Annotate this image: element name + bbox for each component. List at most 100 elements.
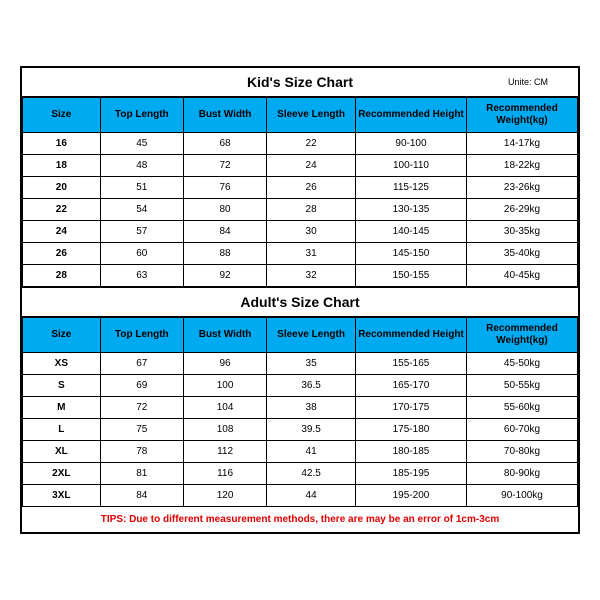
table-cell: 75 (100, 419, 183, 441)
unite-label: Unite: CM (508, 77, 548, 87)
table-cell: 26 (267, 177, 356, 199)
col-rec-weight: Recommended Weight(kg) (466, 318, 577, 353)
col-sleeve-length: Sleeve Length (267, 98, 356, 133)
table-cell: 45 (100, 133, 183, 155)
table-cell: 14-17kg (466, 133, 577, 155)
table-cell: 78 (100, 441, 183, 463)
table-cell: 51 (100, 177, 183, 199)
table-row: S6910036.5165-17050-55kg (23, 375, 578, 397)
table-cell: 44 (267, 485, 356, 507)
tips-text: TIPS: Due to different measurement metho… (22, 507, 578, 532)
table-cell: 45-50kg (466, 353, 577, 375)
table-cell: 18-22kg (466, 155, 577, 177)
table-cell: 20 (23, 177, 101, 199)
table-cell: 180-185 (355, 441, 466, 463)
table-cell: 175-180 (355, 419, 466, 441)
table-cell: 35-40kg (466, 243, 577, 265)
table-cell: 80-90kg (466, 463, 577, 485)
table-cell: 54 (100, 199, 183, 221)
table-cell: 90-100kg (466, 485, 577, 507)
table-cell: 26 (23, 243, 101, 265)
table-cell: 155-165 (355, 353, 466, 375)
col-rec-weight: Recommended Weight(kg) (466, 98, 577, 133)
table-cell: 50-55kg (466, 375, 577, 397)
table-cell: 115-125 (355, 177, 466, 199)
table-cell: 150-155 (355, 265, 466, 287)
table-cell: 81 (100, 463, 183, 485)
table-cell: 96 (183, 353, 266, 375)
table-row: L7510839.5175-18060-70kg (23, 419, 578, 441)
table-cell: M (23, 397, 101, 419)
table-cell: 69 (100, 375, 183, 397)
table-cell: 48 (100, 155, 183, 177)
table-cell: 112 (183, 441, 266, 463)
table-cell: 16 (23, 133, 101, 155)
table-cell: 38 (267, 397, 356, 419)
table-cell: 195-200 (355, 485, 466, 507)
table-cell: 72 (100, 397, 183, 419)
table-cell: 140-145 (355, 221, 466, 243)
col-sleeve-length: Sleeve Length (267, 318, 356, 353)
table-cell: 30 (267, 221, 356, 243)
table-cell: 80 (183, 199, 266, 221)
table-cell: 28 (23, 265, 101, 287)
table-cell: 72 (183, 155, 266, 177)
table-cell: 60-70kg (466, 419, 577, 441)
table-row: 18487224100-11018-22kg (23, 155, 578, 177)
adults-title: Adult's Size Chart (22, 287, 578, 317)
adults-header: Size Top Length Bust Width Sleeve Length… (23, 318, 578, 353)
kids-header: Size Top Length Bust Width Sleeve Length… (23, 98, 578, 133)
col-bust-width: Bust Width (183, 98, 266, 133)
table-cell: 26-29kg (466, 199, 577, 221)
table-cell: XL (23, 441, 101, 463)
table-cell: 22 (267, 133, 356, 155)
table-cell: 2XL (23, 463, 101, 485)
table-row: 1645682290-10014-17kg (23, 133, 578, 155)
table-cell: 104 (183, 397, 266, 419)
col-top-length: Top Length (100, 318, 183, 353)
table-cell: S (23, 375, 101, 397)
table-row: 3XL8412044195-20090-100kg (23, 485, 578, 507)
table-cell: 170-175 (355, 397, 466, 419)
table-row: M7210438170-17555-60kg (23, 397, 578, 419)
table-cell: 90-100 (355, 133, 466, 155)
table-row: 28639232150-15540-45kg (23, 265, 578, 287)
table-cell: 23-26kg (466, 177, 577, 199)
col-rec-height: Recommended Height (355, 318, 466, 353)
col-size: Size (23, 98, 101, 133)
table-cell: 42.5 (267, 463, 356, 485)
table-cell: L (23, 419, 101, 441)
table-cell: 70-80kg (466, 441, 577, 463)
table-cell: 60 (100, 243, 183, 265)
col-top-length: Top Length (100, 98, 183, 133)
col-size: Size (23, 318, 101, 353)
adults-body: XS679635155-16545-50kgS6910036.5165-1705… (23, 353, 578, 507)
table-cell: 120 (183, 485, 266, 507)
table-cell: 39.5 (267, 419, 356, 441)
table-cell: 116 (183, 463, 266, 485)
col-rec-height: Recommended Height (355, 98, 466, 133)
table-cell: 108 (183, 419, 266, 441)
table-cell: 84 (183, 221, 266, 243)
adults-table: Size Top Length Bust Width Sleeve Length… (22, 317, 578, 507)
table-cell: 32 (267, 265, 356, 287)
table-cell: 40-45kg (466, 265, 577, 287)
kids-title: Kid's Size Chart (247, 74, 353, 90)
table-cell: 165-170 (355, 375, 466, 397)
table-cell: 63 (100, 265, 183, 287)
kids-title-row: Kid's Size Chart Unite: CM (22, 68, 578, 97)
table-cell: 24 (23, 221, 101, 243)
col-bust-width: Bust Width (183, 318, 266, 353)
table-cell: 92 (183, 265, 266, 287)
table-cell: 185-195 (355, 463, 466, 485)
table-cell: 100 (183, 375, 266, 397)
kids-body: 1645682290-10014-17kg18487224100-11018-2… (23, 133, 578, 287)
table-row: 2XL8111642.5185-19580-90kg (23, 463, 578, 485)
table-cell: 41 (267, 441, 356, 463)
table-cell: 35 (267, 353, 356, 375)
table-cell: 76 (183, 177, 266, 199)
table-cell: 67 (100, 353, 183, 375)
table-row: 26608831145-15035-40kg (23, 243, 578, 265)
table-cell: 57 (100, 221, 183, 243)
table-cell: 145-150 (355, 243, 466, 265)
